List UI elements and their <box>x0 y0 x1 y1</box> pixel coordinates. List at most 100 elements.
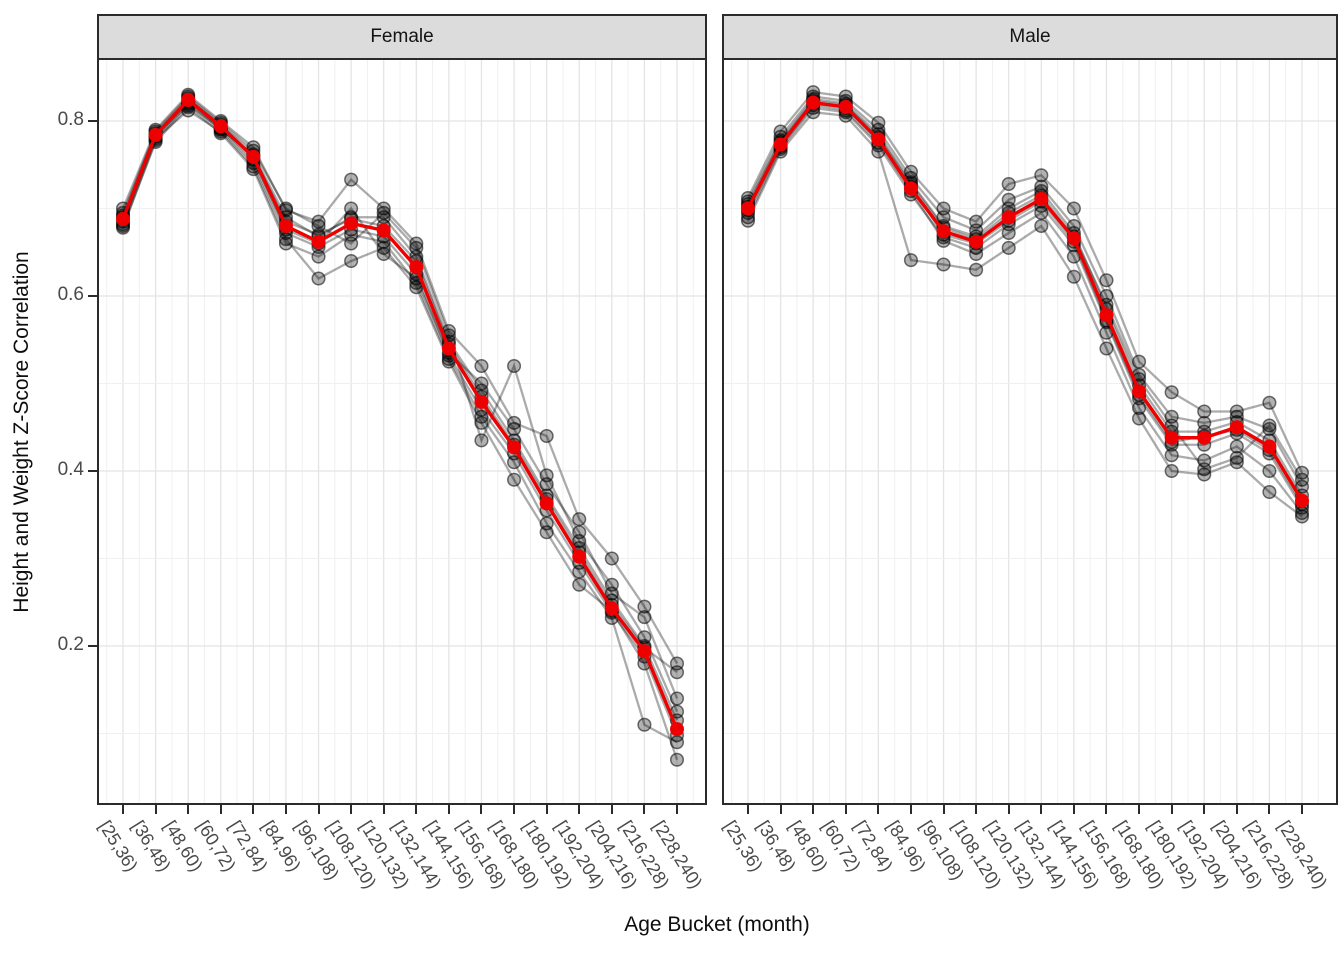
individual-data-point <box>669 752 685 767</box>
mean-data-point <box>806 95 821 110</box>
individual-data-point <box>1262 395 1277 410</box>
x-tick-mark <box>877 805 880 814</box>
x-axis-title: Age Bucket (month) <box>624 913 810 936</box>
x-tick-mark <box>480 805 483 814</box>
plot-area-female <box>97 58 707 805</box>
individual-data-point <box>936 257 951 272</box>
individual-data-point <box>344 172 359 187</box>
individual-data-point <box>637 599 652 614</box>
mean-data-point <box>539 496 554 511</box>
individual-data-point <box>637 630 652 645</box>
individual-data-point <box>1164 463 1179 479</box>
mean-data-point <box>474 394 489 409</box>
individual-data-point <box>278 236 293 251</box>
x-tick-mark <box>447 805 450 814</box>
individual-data-point <box>409 240 424 255</box>
x-tick-mark <box>382 805 385 814</box>
panel-background <box>97 58 707 805</box>
individual-data-point <box>1229 439 1244 454</box>
individual-data-point <box>507 455 522 470</box>
mean-data-point <box>670 722 684 737</box>
x-tick-mark <box>1301 805 1303 814</box>
facet-label-male: Male <box>1009 26 1051 47</box>
individual-data-point <box>572 533 587 549</box>
mean-data-point <box>246 149 261 164</box>
individual-data-point <box>604 577 619 592</box>
x-tick-mark <box>1203 805 1206 814</box>
individual-data-point <box>1001 192 1016 207</box>
mean-data-point <box>871 132 886 147</box>
y-tick-mark <box>88 295 97 297</box>
y-tick-label: 0.2 <box>57 633 84 655</box>
x-tick-mark <box>1007 805 1010 814</box>
x-tick-mark <box>676 805 678 814</box>
individual-data-point <box>637 717 652 732</box>
individual-data-point <box>1262 463 1277 479</box>
mean-data-point <box>409 260 424 275</box>
x-tick-mark <box>942 805 945 814</box>
individual-data-point <box>1164 448 1179 463</box>
individual-data-point <box>1262 421 1277 437</box>
x-tick-mark <box>844 805 847 814</box>
individual-data-point <box>344 253 359 269</box>
individual-data-point <box>1132 411 1147 426</box>
individual-data-point <box>1197 467 1212 482</box>
individual-data-point <box>1034 205 1049 220</box>
individual-data-point <box>507 358 522 374</box>
individual-data-point <box>936 210 951 225</box>
individual-data-point <box>1262 418 1277 433</box>
x-tick-mark <box>415 805 418 814</box>
mean-data-point <box>1066 231 1081 246</box>
individual-data-point <box>669 735 685 750</box>
individual-series-line <box>746 95 1304 488</box>
x-tick-mark <box>252 805 255 814</box>
individual-data-point <box>1229 455 1244 470</box>
individual-data-point <box>474 409 489 424</box>
x-tick-mark <box>643 805 646 814</box>
x-tick-mark <box>284 805 287 814</box>
y-tick-mark <box>88 645 97 647</box>
mean-data-point <box>311 234 326 249</box>
individual-data-point <box>474 358 489 374</box>
individual-data-point <box>1034 168 1049 183</box>
facet-strip-female: Female <box>97 14 707 60</box>
x-tick-mark <box>350 805 353 814</box>
individual-data-point <box>539 468 554 483</box>
individual-data-point <box>1001 176 1016 192</box>
mean-data-point <box>116 212 130 226</box>
facet-strip-male: Male <box>722 14 1338 60</box>
y-tick-label: 0.4 <box>57 458 84 480</box>
mean-data-point <box>838 100 853 114</box>
x-tick-mark <box>219 805 222 814</box>
individual-data-point <box>311 249 326 264</box>
individual-series-line <box>746 90 1304 474</box>
individual-data-point <box>344 201 359 216</box>
x-tick-mark <box>513 805 516 814</box>
plot-area-male <box>722 58 1338 805</box>
mean-data-point <box>637 644 652 659</box>
x-tick-mark <box>1138 805 1141 814</box>
individual-data-point <box>1294 472 1310 487</box>
y-tick-mark <box>88 120 97 122</box>
individual-data-point <box>1132 400 1147 416</box>
individual-data-point <box>1099 273 1114 288</box>
individual-data-point <box>376 246 391 262</box>
x-tick-mark <box>747 805 749 814</box>
facet-label-female: Female <box>370 26 434 47</box>
x-tick-mark <box>1040 805 1043 814</box>
mean-data-point <box>344 216 359 231</box>
individual-data-point <box>539 428 554 444</box>
y-axis-title: Height and Weight Z-Score Correlation <box>10 251 33 613</box>
mean-data-point <box>773 137 788 152</box>
mean-data-point <box>903 181 918 196</box>
individual-data-point <box>474 433 489 448</box>
individual-data-point <box>572 577 587 592</box>
individual-data-point <box>637 610 652 625</box>
mean-data-point <box>572 549 587 564</box>
mean-data-point <box>1034 191 1049 206</box>
mean-data-point <box>1295 493 1309 508</box>
mean-data-point <box>148 128 163 142</box>
individual-data-point <box>1229 404 1244 419</box>
individual-data-point <box>1197 404 1212 419</box>
